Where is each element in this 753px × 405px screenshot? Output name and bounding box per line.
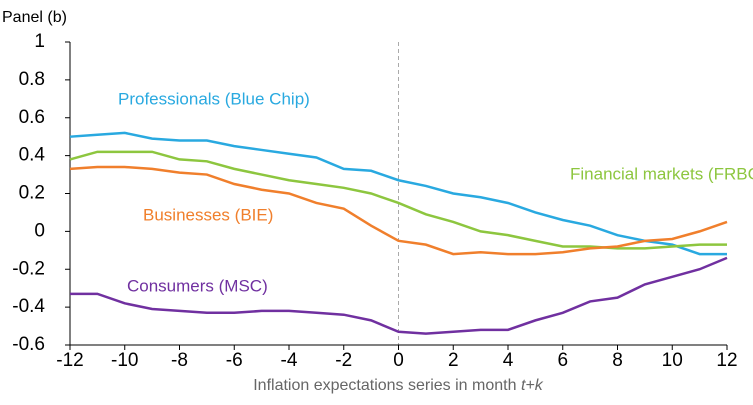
- x-tick-label: 2: [448, 350, 459, 371]
- x-tick-label: -10: [111, 350, 138, 371]
- y-tick-label: 0.8: [19, 69, 45, 90]
- y-tick-label: -0.4: [12, 296, 45, 317]
- x-tick-label: 12: [716, 350, 737, 371]
- y-tick-label: -0.2: [12, 258, 45, 279]
- x-tick-label: 6: [557, 350, 568, 371]
- y-tick-label: 0.2: [19, 183, 45, 204]
- series-line: [69, 131, 727, 256]
- x-axis-label: Inflation expectations series in month t…: [253, 377, 544, 394]
- x-axis-label-var: t+k: [521, 377, 544, 394]
- panel-label: Panel (b): [2, 9, 67, 26]
- x-tick-label: 4: [503, 350, 514, 371]
- series-line: [70, 256, 728, 335]
- x-tick-label: 0: [393, 350, 404, 371]
- series-label: Financial markets (FRBCIE): [570, 164, 753, 183]
- series-line: [69, 165, 728, 256]
- x-tick-label: -6: [226, 350, 243, 371]
- x-tick-label: -12: [56, 350, 83, 371]
- series-label: Professionals (Blue Chip): [118, 89, 310, 108]
- series-line: [69, 150, 727, 250]
- series-label: Businesses (BIE): [143, 205, 273, 224]
- x-tick-label: 8: [612, 350, 623, 371]
- y-tick-label: -0.6: [12, 334, 45, 355]
- y-tick-label: 1: [34, 31, 45, 52]
- x-tick-label: 10: [662, 350, 683, 371]
- x-tick-label: -2: [335, 350, 352, 371]
- y-tick-label: 0.4: [19, 145, 46, 166]
- y-tick-label: 0: [34, 220, 45, 241]
- series-label: Consumers (MSC): [127, 276, 268, 295]
- x-axis-label-text: Inflation expectations series in month: [253, 377, 516, 394]
- y-tick-label: 0.6: [19, 107, 45, 128]
- x-tick-label: -4: [281, 350, 298, 371]
- x-tick-label: -8: [171, 350, 188, 371]
